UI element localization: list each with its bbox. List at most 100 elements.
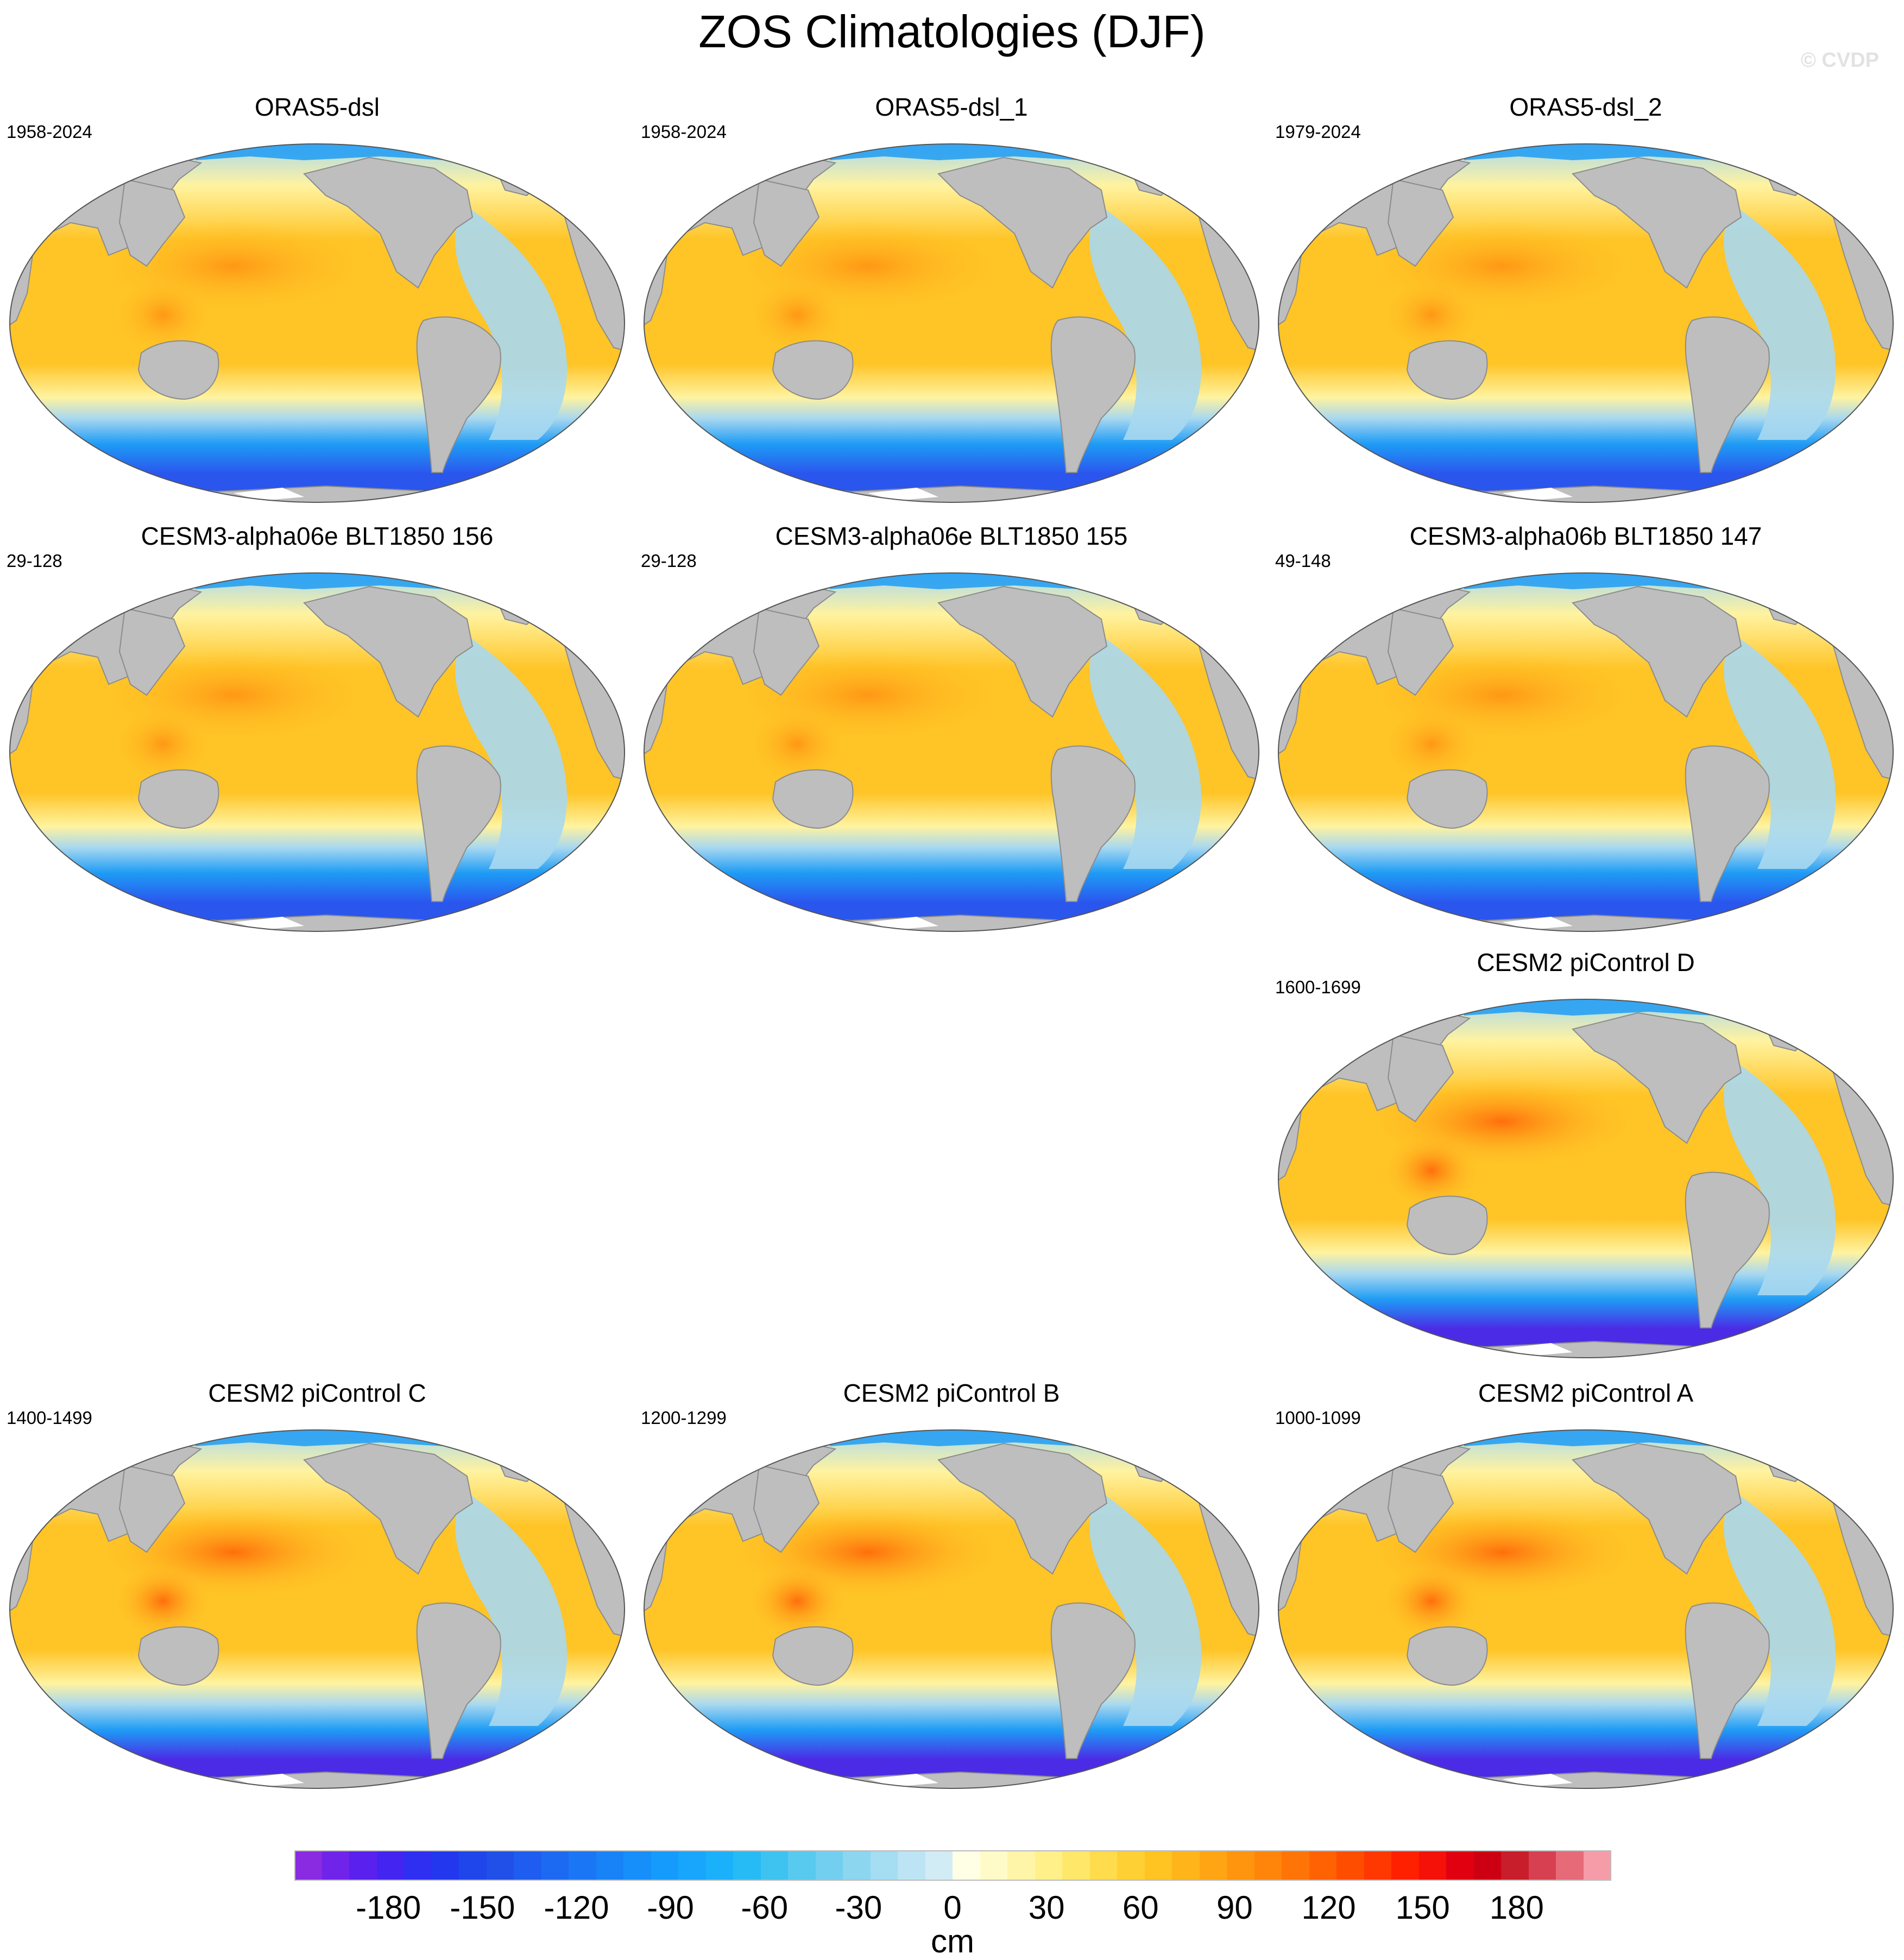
map-border — [9, 143, 625, 503]
world-map — [1278, 572, 1894, 932]
map-field — [1278, 1430, 1893, 1788]
north-america-land — [1572, 156, 1742, 289]
north-america-land — [937, 585, 1108, 718]
antarctica-land — [644, 482, 1259, 502]
colorbar-tick-label: 180 — [1489, 1889, 1544, 1926]
panel-title: CESM2 piControl D — [1477, 948, 1695, 976]
colorbar-tick-label: -180 — [356, 1889, 421, 1926]
south-america-land — [1685, 1602, 1770, 1759]
atlantic-field — [1724, 635, 1836, 869]
north-america-land — [1572, 1442, 1742, 1575]
colorbar-cell — [294, 1850, 323, 1881]
ice-shelf — [234, 488, 304, 501]
colorbar-tick-label: 60 — [1122, 1889, 1159, 1926]
colorbar-cell — [1391, 1850, 1420, 1881]
colorbar-cell — [705, 1850, 734, 1881]
colorbar-cell — [1254, 1850, 1282, 1881]
panel-period: 29-128 — [7, 551, 62, 571]
colorbar-border — [294, 1850, 1611, 1881]
warm-pool-west — [1383, 706, 1480, 782]
asia-east-land — [1387, 1033, 1454, 1123]
colorbar-cell — [596, 1850, 624, 1881]
colorbar-cell — [623, 1850, 652, 1881]
antarctica-land — [1278, 1338, 1893, 1358]
atlantic-field — [455, 635, 568, 869]
north-america-land — [937, 156, 1108, 289]
panel-title: CESM3-alpha06b BLT1850 147 — [1409, 522, 1762, 550]
atlantic-field — [1089, 1492, 1202, 1726]
atlantic-field — [1724, 206, 1836, 440]
map-border — [9, 572, 625, 932]
colorbar-tick-label: -60 — [741, 1889, 789, 1926]
ice-shelf — [234, 917, 304, 930]
south-america-land — [1050, 745, 1136, 902]
map-field — [644, 573, 1259, 931]
map-field — [10, 144, 625, 502]
south-america-land — [1050, 1602, 1136, 1759]
colorbar-cell — [431, 1850, 459, 1881]
warm-pool-west — [1383, 1563, 1480, 1639]
world-map — [644, 143, 1259, 503]
map-border — [1278, 572, 1894, 932]
colorbar-tick-label: -150 — [450, 1889, 515, 1926]
colorbar-tick-label: -30 — [835, 1889, 882, 1926]
colorbar-tick-label: 30 — [1028, 1889, 1065, 1926]
asia-east-land — [1387, 1464, 1454, 1553]
panel-title: CESM2 piControl A — [1478, 1379, 1694, 1407]
panel-period: 1600-1699 — [1275, 977, 1361, 997]
colorbar — [294, 1850, 1611, 1881]
atlantic-field — [1724, 1492, 1836, 1726]
colorbar-cell — [1227, 1850, 1255, 1881]
ice-shelf — [868, 917, 938, 930]
warm-pool-west — [114, 1563, 212, 1639]
panel-title: ORAS5-dsl_2 — [1509, 93, 1662, 121]
asia-east-land — [753, 178, 820, 267]
panel-period: 1200-1299 — [641, 1408, 727, 1428]
world-map — [1278, 143, 1894, 503]
map-border — [1278, 1429, 1894, 1789]
asia-east-land — [753, 1464, 820, 1553]
colorbar-cell — [815, 1850, 843, 1881]
world-map — [1278, 1429, 1894, 1789]
colorbar-tick-label: 90 — [1216, 1889, 1253, 1926]
colorbar-cell — [1336, 1850, 1365, 1881]
colorbar-cell — [376, 1850, 405, 1881]
world-map — [644, 572, 1259, 932]
world-map — [9, 1429, 625, 1789]
map-field — [10, 1430, 625, 1788]
colorbar-cell — [1583, 1850, 1611, 1881]
colorbar-tick-label: 120 — [1301, 1889, 1356, 1926]
north-america-land — [937, 1442, 1108, 1575]
panel-title: ORAS5-dsl_1 — [875, 93, 1028, 121]
australia-land — [772, 769, 854, 829]
antarctica-land — [10, 1768, 625, 1788]
south-america-land — [1050, 316, 1136, 473]
map-panel: CESM2 piControl A 1000-1099 — [1269, 1378, 1903, 1802]
colorbar-tick-label: 150 — [1395, 1889, 1450, 1926]
colorbar-cell — [898, 1850, 926, 1881]
colorbar-cell — [1062, 1850, 1090, 1881]
ice-shelf — [868, 1774, 938, 1787]
map-field — [1278, 573, 1893, 931]
colorbar-cell — [788, 1850, 816, 1881]
australia-land — [137, 1626, 219, 1686]
colorbar-cell — [486, 1850, 514, 1881]
map-panel: CESM2 piControl B 1200-1299 — [634, 1378, 1269, 1802]
south-america-land — [1685, 745, 1770, 902]
ice-shelf — [1502, 1774, 1573, 1787]
colorbar-cell — [1117, 1850, 1145, 1881]
south-america-land — [1685, 1171, 1770, 1328]
warm-pool-west — [748, 706, 846, 782]
north-america-land — [303, 156, 474, 289]
colorbar-cell — [459, 1850, 487, 1881]
map-border — [644, 572, 1259, 932]
australia-land — [772, 1626, 854, 1686]
colorbar-cell — [1446, 1850, 1474, 1881]
atlantic-field — [1089, 206, 1202, 440]
atlantic-field — [1089, 635, 1202, 869]
colorbar-cell — [569, 1850, 597, 1881]
warm-pool-west — [748, 277, 846, 353]
panel-title: CESM2 piControl C — [208, 1379, 426, 1407]
colorbar-cell — [541, 1850, 569, 1881]
map-field — [1278, 999, 1893, 1358]
